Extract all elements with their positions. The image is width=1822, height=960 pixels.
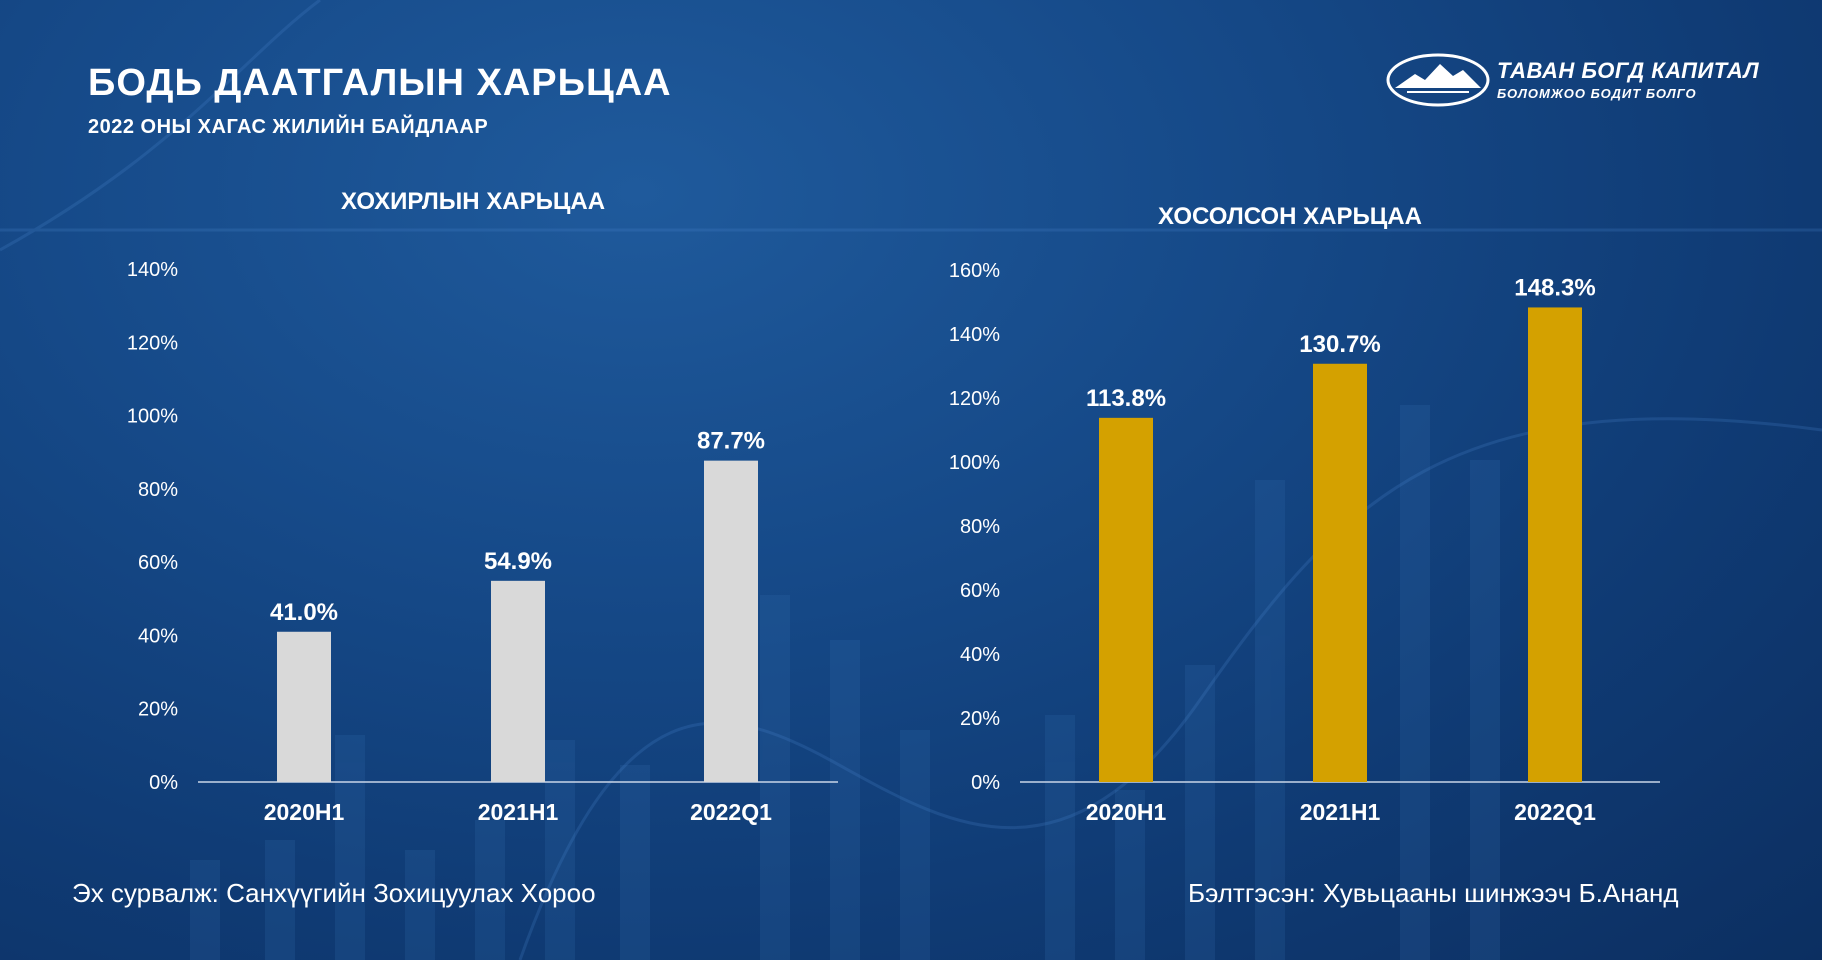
combined-ytick-label: 120%	[949, 388, 1000, 410]
combined-ytick-label: 0%	[971, 772, 1000, 794]
mountain-logo-icon	[1386, 53, 1490, 107]
loss-data-label: 54.9%	[484, 548, 552, 575]
prepared-by-note: Бэлтгэсэн: Хувьцааны шинжээч Б.Ананд	[1188, 878, 1679, 908]
combined-ytick-label: 60%	[960, 580, 1000, 602]
combined-bar	[1313, 363, 1367, 782]
logo-company-name: ТАВАН БОГД КАПИТАЛ	[1497, 58, 1760, 83]
combined-data-label: 113.8%	[1086, 385, 1166, 412]
loss-data-label: 41.0%	[270, 599, 338, 626]
loss-ytick-label: 20%	[138, 699, 178, 721]
combined-ytick-label: 100%	[949, 452, 1000, 474]
combined-ytick-label: 80%	[960, 516, 1000, 538]
loss-ytick-label: 120%	[127, 332, 178, 354]
loss-category-label: 2022Q1	[690, 799, 772, 825]
combined-ytick-label: 40%	[960, 644, 1000, 666]
combined-category-label: 2022Q1	[1514, 799, 1596, 825]
combined-category-label: 2020H1	[1086, 799, 1167, 825]
source-note: Эх сурвалж: Санхүүгийн Зохицуулах Хороо	[72, 878, 596, 908]
loss-data-label: 87.7%	[697, 428, 765, 455]
combined-ytick-label: 20%	[960, 708, 1000, 730]
loss-category-label: 2021H1	[478, 799, 559, 825]
loss-category-label: 2020H1	[264, 799, 345, 825]
loss-bar	[277, 631, 331, 782]
company-logo: ТАВАН БОГД КАПИТАЛ БОЛОМЖОО БОДИТ БОЛГО	[1385, 52, 1759, 112]
combined-category-label: 2021H1	[1300, 799, 1381, 825]
page-subtitle: 2022 ОНЫ ХАГАС ЖИЛИЙН БАЙДЛААР	[88, 116, 489, 138]
combined-ratio-chart-title: ХОСОЛСОН ХАРЬЦАА	[1158, 203, 1422, 230]
loss-ytick-label: 40%	[138, 625, 178, 647]
loss-ytick-label: 0%	[149, 772, 178, 794]
combined-bar	[1528, 307, 1582, 782]
combined-ytick-label: 140%	[949, 324, 1000, 346]
loss-ytick-label: 100%	[127, 406, 178, 428]
loss-bar	[491, 580, 545, 782]
loss-ytick-label: 80%	[138, 479, 178, 501]
loss-ytick-label: 60%	[138, 552, 178, 574]
combined-data-label: 130.7%	[1299, 331, 1380, 358]
combined-bar	[1099, 417, 1153, 782]
combined-data-label: 148.3%	[1514, 274, 1595, 301]
page-title: БОДЬ ДААТГАЛЫН ХАРЬЦАА	[88, 62, 672, 104]
combined-ytick-label: 160%	[949, 260, 1000, 282]
loss-ratio-chart-title: ХОХИРЛЫН ХАРЬЦАА	[341, 188, 606, 215]
loss-ytick-label: 140%	[127, 259, 178, 281]
loss-bar	[704, 460, 758, 782]
logo-tagline: БОЛОМЖОО БОДИТ БОЛГО	[1497, 86, 1697, 101]
